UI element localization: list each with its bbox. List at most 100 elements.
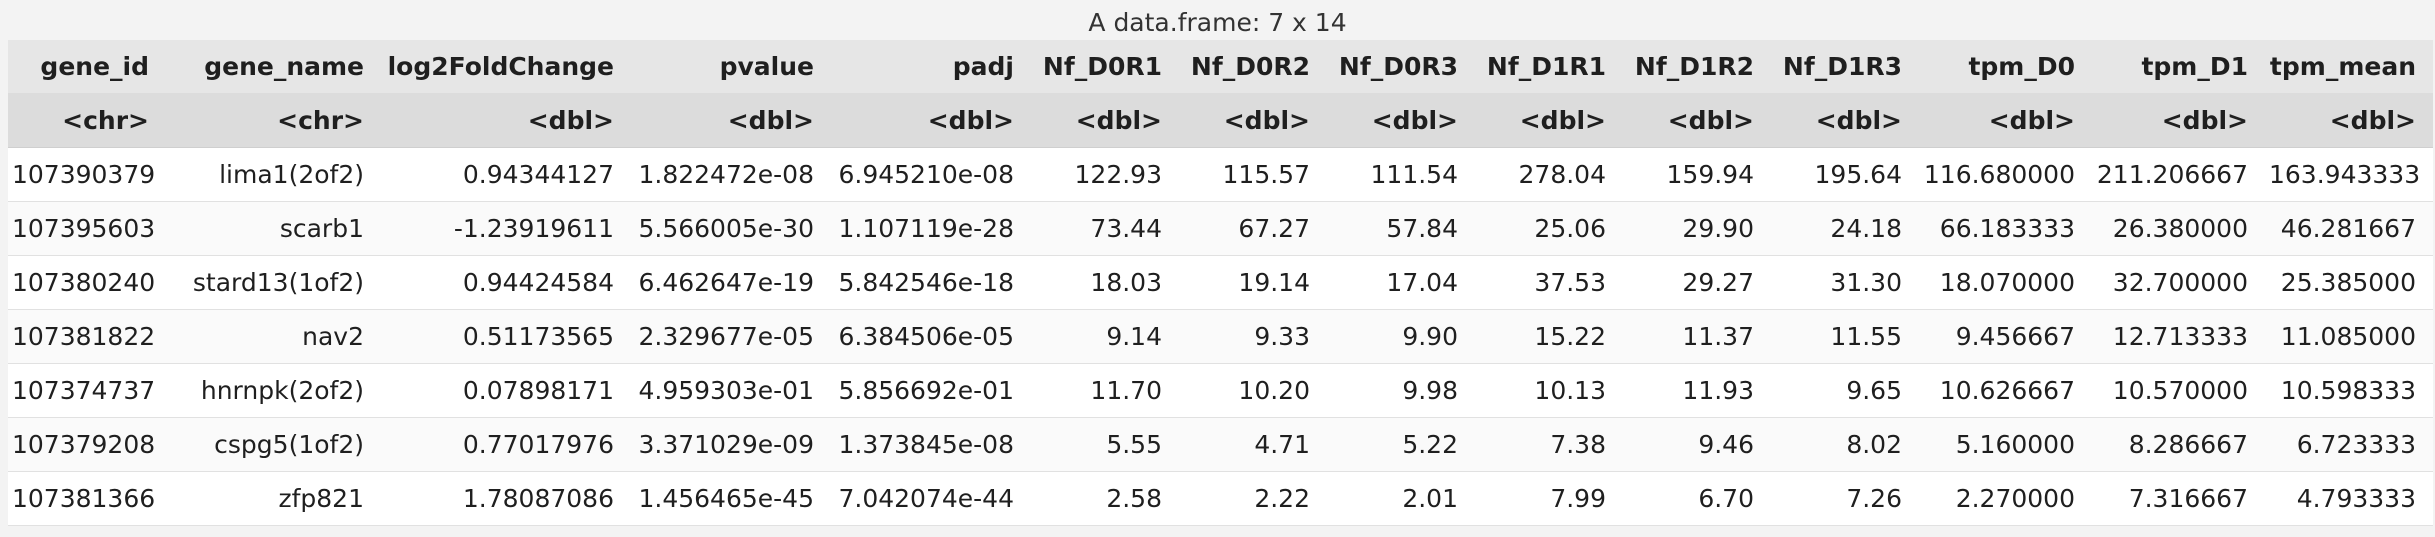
table-cell: 7.38: [1475, 417, 1623, 472]
table-cell: 0.94424584: [381, 255, 631, 310]
table-cell: 7.042074e-44: [831, 471, 1031, 526]
table-cell: 73.44: [1031, 201, 1179, 256]
table-cell: zfp821: [166, 471, 381, 526]
table-cell: 4.793333: [2265, 471, 2433, 526]
table-row: 107374737 hnrnpk(2of2) 0.07898171 4.9593…: [8, 363, 2433, 418]
column-type: <dbl>: [631, 93, 831, 148]
table-cell: nav2: [166, 309, 381, 364]
table-cell: 6.723333: [2265, 417, 2433, 472]
table-row: 107380240 stard13(1of2) 0.94424584 6.462…: [8, 255, 2433, 310]
table-cell: 0.94344127: [381, 147, 631, 202]
table-cell: 10.570000: [2092, 363, 2265, 418]
column-header: Nf_D1R3: [1771, 40, 1919, 93]
type-row: <chr> <chr> <dbl> <dbl> <dbl> <dbl> <dbl…: [8, 93, 2433, 148]
table-cell: 1.373845e-08: [831, 417, 1031, 472]
table-cell: -1.23919611: [381, 201, 631, 256]
table-cell: 29.27: [1623, 255, 1771, 310]
table-cell: 107379208: [8, 417, 166, 472]
table-cell: 4.959303e-01: [631, 363, 831, 418]
table-cell: 6.462647e-19: [631, 255, 831, 310]
table-cell: 0.77017976: [381, 417, 631, 472]
column-type: <dbl>: [2092, 93, 2265, 148]
table-cell: 5.566005e-30: [631, 201, 831, 256]
table-cell: 6.70: [1623, 471, 1771, 526]
column-type: <dbl>: [1475, 93, 1623, 148]
table-cell: 9.46: [1623, 417, 1771, 472]
dataframe-table: gene_id gene_name log2FoldChange pvalue …: [8, 40, 2433, 526]
column-header: pvalue: [631, 40, 831, 93]
column-header: log2FoldChange: [381, 40, 631, 93]
column-header: tpm_D0: [1919, 40, 2092, 93]
table-cell: 3.371029e-09: [631, 417, 831, 472]
column-type: <dbl>: [2265, 93, 2433, 148]
table-cell: 2.58: [1031, 471, 1179, 526]
table-cell: 7.316667: [2092, 471, 2265, 526]
table-row: 107379208 cspg5(1of2) 0.77017976 3.37102…: [8, 417, 2433, 472]
header-row: gene_id gene_name log2FoldChange pvalue …: [8, 40, 2433, 93]
table-cell: 11.93: [1623, 363, 1771, 418]
table-cell: 4.71: [1179, 417, 1327, 472]
table-cell: 7.26: [1771, 471, 1919, 526]
table-cell: 2.22: [1179, 471, 1327, 526]
table-cell: hnrnpk(2of2): [166, 363, 381, 418]
table-cell: 37.53: [1475, 255, 1623, 310]
column-header: tpm_D1: [2092, 40, 2265, 93]
table-cell: 5.160000: [1919, 417, 2092, 472]
column-type: <dbl>: [1327, 93, 1475, 148]
table-cell: 57.84: [1327, 201, 1475, 256]
table-cell: 1.78087086: [381, 471, 631, 526]
table-cell: 2.01: [1327, 471, 1475, 526]
table-cell: 0.07898171: [381, 363, 631, 418]
table-cell: 1.107119e-28: [831, 201, 1031, 256]
table-cell: 0.51173565: [381, 309, 631, 364]
table-cell: 11.37: [1623, 309, 1771, 364]
table-cell: 107381822: [8, 309, 166, 364]
table-cell: 18.03: [1031, 255, 1179, 310]
column-type: <dbl>: [1623, 93, 1771, 148]
table-cell: 11.55: [1771, 309, 1919, 364]
column-type: <dbl>: [1031, 93, 1179, 148]
table-caption: A data.frame: 7 x 14: [1088, 8, 1347, 37]
table-cell: 159.94: [1623, 147, 1771, 202]
table-cell: 31.30: [1771, 255, 1919, 310]
column-header: Nf_D0R1: [1031, 40, 1179, 93]
table-cell: 25.06: [1475, 201, 1623, 256]
column-header: Nf_D0R2: [1179, 40, 1327, 93]
table-cell: 1.456465e-45: [631, 471, 831, 526]
column-type: <chr>: [166, 93, 381, 148]
table-cell: 29.90: [1623, 201, 1771, 256]
table-cell: 5.55: [1031, 417, 1179, 472]
table-cell: 10.598333: [2265, 363, 2433, 418]
column-header: Nf_D1R2: [1623, 40, 1771, 93]
table-row: 107395603 scarb1 -1.23919611 5.566005e-3…: [8, 201, 2433, 256]
table-cell: 11.085000: [2265, 309, 2433, 364]
table-cell: 66.183333: [1919, 201, 2092, 256]
table-cell: 9.14: [1031, 309, 1179, 364]
table-row: 107390379 lima1(2of2) 0.94344127 1.82247…: [8, 147, 2433, 202]
table-cell: cspg5(1of2): [166, 417, 381, 472]
column-type: <dbl>: [381, 93, 631, 148]
table-cell: lima1(2of2): [166, 147, 381, 202]
column-header: Nf_D0R3: [1327, 40, 1475, 93]
table-cell: 107390379: [8, 147, 166, 202]
table-cell: 9.98: [1327, 363, 1475, 418]
table-cell: 278.04: [1475, 147, 1623, 202]
table-cell: scarb1: [166, 201, 381, 256]
table-cell: 5.22: [1327, 417, 1475, 472]
column-type: <dbl>: [1771, 93, 1919, 148]
table-cell: 116.680000: [1919, 147, 2092, 202]
column-header: Nf_D1R1: [1475, 40, 1623, 93]
table-cell: 6.384506e-05: [831, 309, 1031, 364]
table-cell: 10.13: [1475, 363, 1623, 418]
table-cell: 8.02: [1771, 417, 1919, 472]
table-cell: 11.70: [1031, 363, 1179, 418]
table-cell: 107374737: [8, 363, 166, 418]
table-cell: 18.070000: [1919, 255, 2092, 310]
table-cell: 19.14: [1179, 255, 1327, 310]
column-header: gene_name: [166, 40, 381, 93]
table-cell: 9.90: [1327, 309, 1475, 364]
table-cell: 7.99: [1475, 471, 1623, 526]
table-cell: 15.22: [1475, 309, 1623, 364]
table-cell: 1.822472e-08: [631, 147, 831, 202]
table-cell: 2.270000: [1919, 471, 2092, 526]
